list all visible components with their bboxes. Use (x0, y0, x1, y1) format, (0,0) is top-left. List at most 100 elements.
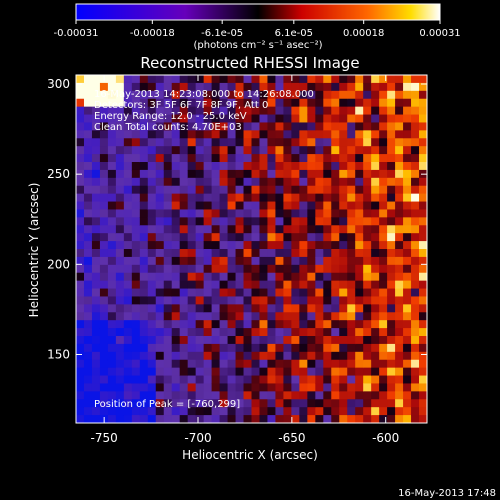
heatmap-cell (339, 320, 348, 329)
heatmap-cell (107, 90, 117, 100)
heatmap-cell (107, 383, 117, 392)
heatmap-cell (411, 209, 420, 218)
heatmap-cell (323, 415, 332, 423)
heatmap-cell (76, 415, 85, 423)
heatmap-cell (155, 233, 165, 242)
heatmap-cell (411, 122, 420, 131)
heatmap-cell (83, 256, 93, 266)
heatmap-cell (267, 375, 277, 385)
heatmap-cell (323, 209, 332, 218)
heatmap-cell (179, 407, 189, 416)
heatmap-cell (371, 217, 380, 226)
heatmap-cell (379, 288, 388, 298)
heatmap-cell (251, 320, 261, 329)
annotation-clean-counts: Clean Total counts: 4.70E+03 (94, 122, 242, 133)
heatmap-cell (379, 106, 388, 116)
heatmap-cell (323, 106, 332, 116)
heatmap-cell (315, 225, 324, 234)
heatmap-cell (395, 375, 404, 385)
heatmap-cell (163, 375, 173, 385)
heatmap-cell (211, 367, 221, 377)
heatmap-cell (219, 399, 229, 408)
heatmap-cell (387, 154, 396, 163)
heatmap-cell (315, 146, 324, 155)
heatmap-cell (387, 256, 396, 266)
heatmap-cell (307, 272, 316, 282)
heatmap-cell (115, 256, 125, 266)
heatmap-cell (211, 272, 221, 282)
heatmap-cell (187, 209, 197, 218)
heatmap-cell (419, 193, 427, 203)
heatmap-cell (315, 114, 324, 124)
heatmap-cell (395, 154, 404, 163)
heatmap-cell (235, 225, 245, 234)
heatmap-cell (131, 272, 141, 282)
heatmap-cell (163, 241, 173, 250)
heatmap-cell (99, 162, 109, 171)
heatmap-cell (179, 280, 189, 290)
heatmap-cell (91, 288, 101, 298)
heatmap-cell (275, 375, 285, 385)
heatmap-cell (243, 383, 253, 392)
heatmap-cell (243, 391, 253, 400)
heatmap-cell (179, 122, 189, 131)
heatmap-cell (307, 407, 316, 416)
heatmap-cell (403, 225, 412, 234)
heatmap-cell (411, 162, 420, 171)
heatmap-cell (403, 130, 412, 139)
heatmap-cell (275, 169, 285, 179)
heatmap-cell (243, 280, 253, 290)
heatmap-cell (155, 177, 165, 187)
heatmap-cell (267, 169, 277, 179)
heatmap-cell (115, 391, 125, 400)
heatmap-cell (131, 312, 141, 321)
heatmap-cell (419, 82, 427, 92)
heatmap-cell (211, 320, 221, 329)
heatmap-cell (107, 209, 117, 218)
heatmap-cell (347, 312, 356, 321)
heatmap-cell (187, 98, 197, 108)
heatmap-cell (315, 375, 324, 385)
heatmap-cell (379, 312, 388, 321)
heatmap-cell (275, 367, 285, 377)
heatmap-cell (251, 177, 261, 187)
heatmap-cell (163, 351, 173, 361)
heatmap-cell (371, 351, 380, 361)
heatmap-cell (163, 272, 173, 282)
heatmap-cell (187, 407, 197, 416)
heatmap-cell (275, 312, 285, 321)
heatmap-cell (179, 90, 189, 100)
heatmap-cell (219, 130, 229, 139)
heatmap-cell (187, 130, 197, 139)
heatmap-cell (307, 375, 316, 385)
heatmap-cell (243, 82, 253, 92)
heatmap-cell (99, 304, 109, 313)
heatmap-cell (155, 98, 165, 108)
heatmap-cell (123, 146, 133, 155)
heatmap-cell (219, 375, 229, 385)
heatmap-cell (235, 114, 245, 124)
heatmap-cell (251, 407, 261, 416)
heatmap-cell (76, 122, 85, 131)
heatmap-cell (323, 169, 332, 179)
heatmap-cell (91, 201, 101, 211)
heatmap-cell (403, 82, 412, 92)
heatmap-cell (371, 177, 380, 187)
heatmap-cell (379, 391, 388, 400)
heatmap-cell (227, 359, 237, 369)
heatmap-cell (243, 201, 253, 211)
heatmap-cell (291, 320, 300, 329)
heatmap-cell (259, 201, 269, 211)
heatmap-cell (107, 320, 117, 329)
heatmap-cell (419, 106, 427, 116)
heatmap-cell (395, 304, 404, 313)
heatmap-cell (147, 185, 157, 195)
y-axis-label: Heliocentric Y (arcsec) (27, 183, 41, 318)
heatmap-cell (299, 407, 308, 416)
heatmap-cell (387, 201, 396, 211)
heatmap-cell (179, 264, 189, 274)
heatmap-cell (211, 217, 221, 226)
heatmap-cell (155, 359, 165, 369)
heatmap-cell (147, 359, 157, 369)
heatmap-cell (76, 185, 85, 195)
